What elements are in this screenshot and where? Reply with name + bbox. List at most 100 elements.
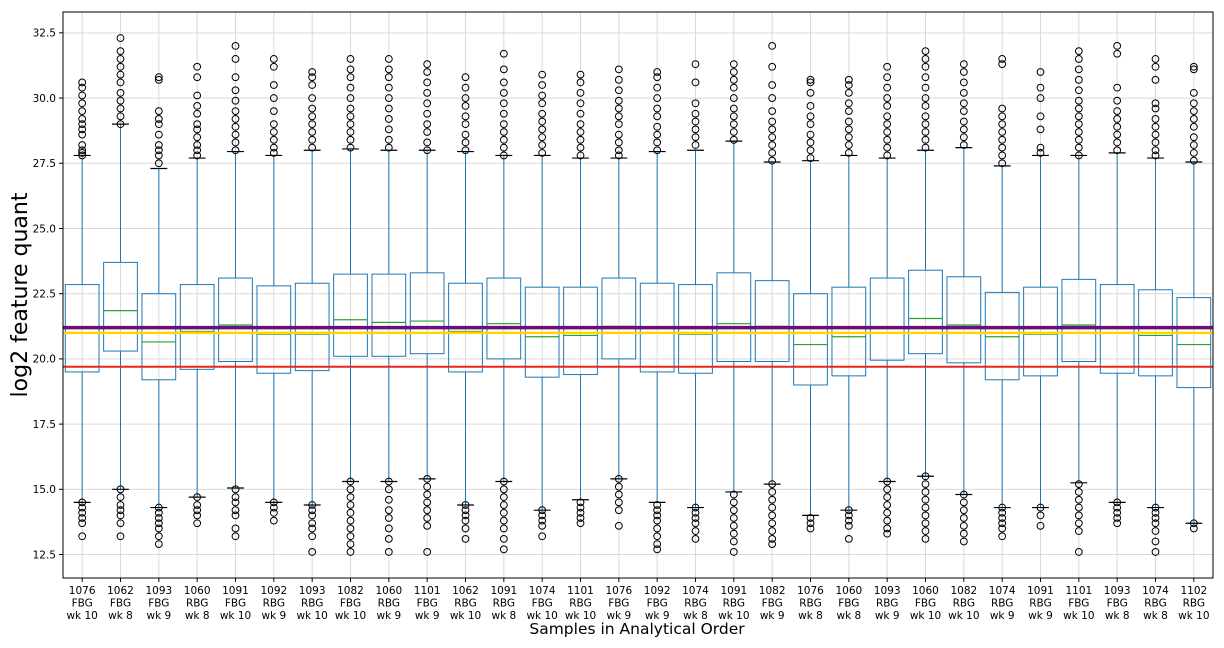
outlier-point [346,73,355,82]
outlier-point [768,540,777,548]
outlier-point [768,148,777,157]
outlier-point [193,91,202,100]
outlier-point [1189,115,1198,123]
outlier-point [116,104,125,113]
x-tick-label: 1062 [452,585,479,597]
outlier-point [1036,143,1045,152]
outlier-point [461,501,470,509]
x-tick-label: RBG [991,598,1013,610]
x-tick-label: 1076 [797,585,824,597]
outlier-point [921,503,930,512]
outlier-point [154,146,163,155]
boxplot-8 [371,55,407,556]
outlier-point [423,482,432,491]
outlier-point [499,501,508,509]
x-tick-label: RBG [876,598,898,610]
outlier-point [423,78,432,87]
outlier-point [78,91,87,100]
outlier-point [1151,62,1160,71]
outlier-point [729,128,738,136]
outlier-point [1036,511,1045,520]
outlier-point [154,130,163,139]
outlier-point [1113,130,1122,139]
outlier-point [691,514,700,522]
outlier-point [959,498,968,507]
outlier-point [806,112,815,121]
outlier-point [116,62,125,71]
outlier-point [576,514,585,522]
outlier-point [576,99,585,108]
outlier-point [998,60,1007,69]
outlier-point [921,47,930,56]
outlier-point [998,151,1007,160]
outlier-point [653,83,662,92]
outlier-point [1036,521,1045,530]
outlier-point [691,78,700,87]
outlier-point [883,62,892,71]
outlier-point [116,55,125,63]
outlier-point [423,498,432,507]
outlier-point [269,107,278,116]
outlier-point [806,519,815,528]
boxplot-10 [448,73,483,543]
x-tick-label: 1092 [644,585,671,597]
outlier-point [768,125,777,134]
outlier-point [193,146,202,155]
x-tick-label: wk 8 [491,610,516,622]
x-tick-label: FBG [340,598,361,610]
outlier-point [1151,99,1160,108]
outlier-point [461,506,470,515]
outlier-point [384,143,393,152]
x-tick-label: RBG [263,598,285,610]
outlier-point [154,75,163,84]
outlier-point [959,133,968,142]
outlier-point [998,524,1007,533]
x-tick-label: RBG [301,598,323,610]
outlier-point [959,117,968,126]
outlier-point [653,104,662,113]
outlier-point [231,73,240,82]
outlier-point [614,146,623,155]
outlier-point [231,42,240,50]
outlier-point [231,138,240,147]
outlier-point [653,540,662,548]
outlier-point [806,514,815,522]
x-tick-label: RBG [493,598,515,610]
outlier-point [269,498,278,507]
outlier-point [1074,55,1083,63]
x-tick-label: 1074 [529,585,556,597]
outlier-point [768,141,777,149]
x-tick-label: 1093 [299,585,326,597]
outlier-point [921,73,930,82]
box-iqr [256,285,292,374]
outlier-point [193,133,202,142]
outlier-point [231,130,240,139]
outlier-point [1074,96,1083,105]
outlier-point [959,125,968,134]
outlier-point [614,474,623,483]
outlier-point [269,62,278,71]
boxplot-9 [409,60,445,556]
outlier-point [116,112,125,121]
x-tick-label: RBG [378,598,400,610]
outlier-point [269,94,278,102]
outlier-point [729,120,738,129]
outlier-point [1151,508,1160,517]
outlier-point [193,151,202,160]
outlier-point [538,532,547,541]
outlier-point [883,128,892,136]
outlier-point [269,148,278,157]
outlier-point [116,120,125,129]
outlier-point [883,508,892,517]
outlier-point [231,506,240,515]
outlier-point [1189,107,1198,116]
outlier-point [499,516,508,525]
boxplot-27 [1099,42,1135,528]
x-tick-label: 1091 [490,585,517,597]
x-tick-label: 1060 [912,585,939,597]
outlier-point [729,104,738,113]
outlier-point [461,120,470,129]
outlier-point [346,540,355,548]
x-tick-label: FBG [1068,598,1089,610]
